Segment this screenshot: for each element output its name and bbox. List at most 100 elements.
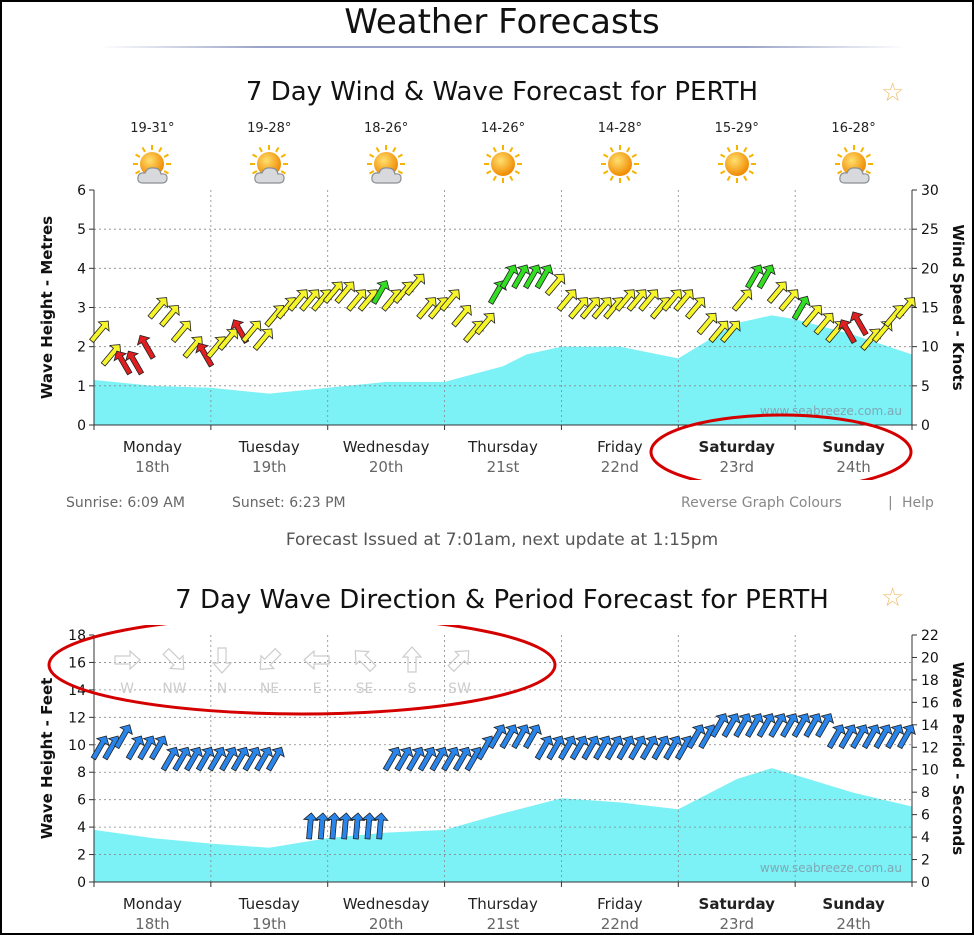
arrow-shape xyxy=(895,297,916,320)
arrow-shape xyxy=(172,746,192,772)
arrow-shape xyxy=(651,735,671,761)
arrow-shape xyxy=(382,746,402,772)
arrow-shape xyxy=(416,297,437,320)
partly-cloudy-icon xyxy=(367,145,406,184)
wind-arrow xyxy=(439,289,461,312)
sun-ray xyxy=(280,170,287,175)
arrow-shape xyxy=(733,713,753,738)
arrow-shape xyxy=(302,812,319,840)
cloud-shape xyxy=(137,167,169,184)
day-date-label: 18th xyxy=(135,458,169,476)
direction-legend-arrow xyxy=(162,647,185,670)
sun-ray xyxy=(859,147,864,153)
sun-ray xyxy=(492,175,497,181)
wave-direction-arrow xyxy=(850,724,870,750)
arrow-shape xyxy=(826,724,846,750)
arrow-shape xyxy=(616,735,636,761)
arrow-shape xyxy=(604,735,624,761)
y-tick-label: 16 xyxy=(68,655,86,671)
y2-tick-label: 20 xyxy=(921,261,939,277)
arrow-shape xyxy=(626,289,648,312)
y-tick-label: 4 xyxy=(77,261,86,277)
wind-arrow xyxy=(801,304,823,328)
arrow-shape xyxy=(791,713,811,738)
wave-direction-arrow xyxy=(780,713,799,738)
help-link[interactable]: Help xyxy=(902,495,934,511)
wind-arrow xyxy=(240,320,262,344)
arrow-shape xyxy=(195,746,215,772)
favourite-star-icon-2[interactable]: ☆ xyxy=(881,583,905,613)
wind-arrow xyxy=(534,264,554,290)
y2-tick-label: 15 xyxy=(921,301,939,317)
wave-direction-arrow xyxy=(230,746,250,772)
arrow-shape xyxy=(136,334,156,360)
arrow-shape xyxy=(219,746,239,772)
wave-direction-arrow xyxy=(663,735,683,761)
direction-legend-label: SW xyxy=(448,681,471,697)
arrow-shape xyxy=(768,713,788,738)
wind-arrow xyxy=(252,328,274,351)
sun-ray xyxy=(836,153,842,158)
day-date-label: 20th xyxy=(369,915,403,933)
wind-arrow xyxy=(684,297,706,320)
y-tick-label: 4 xyxy=(77,820,86,836)
arrow-shape xyxy=(287,289,309,312)
wave-direction-arrow xyxy=(604,735,624,761)
wave-direction-arrow xyxy=(745,713,764,738)
sun-ray xyxy=(631,170,637,175)
day-date-label: 22nd xyxy=(601,915,639,933)
arrow-shape xyxy=(534,735,554,761)
favourite-star-icon[interactable]: ☆ xyxy=(881,78,905,108)
arrow-shape xyxy=(708,320,729,344)
wind-arrow xyxy=(568,297,589,320)
sun-ray xyxy=(719,170,726,175)
arrow-shape xyxy=(558,735,577,761)
y2-axis-title: Wave Period - Seconds xyxy=(949,662,967,855)
wind-arrow xyxy=(451,304,472,328)
arrow-shape xyxy=(778,289,800,312)
direction-legend-label: W xyxy=(120,681,134,697)
day-date-label: 23rd xyxy=(719,915,754,933)
wave-direction-arrow xyxy=(558,735,577,761)
wave-direction-arrow xyxy=(815,713,835,738)
reverse-colours-link[interactable]: Reverse Graph Colours xyxy=(681,495,842,511)
arrow-shape xyxy=(474,312,496,336)
sun-disc xyxy=(724,152,749,176)
wave-direction-arrow xyxy=(721,713,741,738)
wave-direction-arrow xyxy=(452,746,472,772)
arrow-shape xyxy=(394,746,414,772)
day-name-label: Thursday xyxy=(467,438,538,456)
sun-ray xyxy=(509,147,514,153)
wave-direction-arrow xyxy=(534,735,554,761)
cloud-shape xyxy=(838,167,870,184)
wave-direction-arrow xyxy=(768,713,788,738)
arrow-shape xyxy=(803,713,823,738)
wind-arrow xyxy=(720,320,741,344)
sun-ray xyxy=(486,170,492,175)
wind-arrow xyxy=(849,311,869,337)
day-name-label: Thursday xyxy=(467,895,538,913)
cloud-shape xyxy=(254,167,285,184)
arrow-shape xyxy=(639,735,659,761)
arrow-shape xyxy=(720,320,741,344)
legend-arrow-shape xyxy=(259,647,282,670)
arrow-shape xyxy=(322,281,344,304)
day-temp: 19-31° xyxy=(130,121,175,136)
day-temp: 16-28° xyxy=(831,121,876,136)
arrow-shape xyxy=(569,735,589,761)
wave-direction-arrow xyxy=(207,746,227,772)
sun-ray xyxy=(514,170,520,175)
forecast-issued-text: Forecast Issued at 7:01am, next update a… xyxy=(285,530,719,550)
arrow-shape xyxy=(170,320,192,344)
wind-arrow xyxy=(556,289,577,312)
arrow-shape xyxy=(696,312,718,336)
wind-arrow xyxy=(838,319,857,345)
sun-ray xyxy=(748,153,754,158)
direction-legend-arrow xyxy=(447,650,470,673)
sun-ray xyxy=(726,147,731,153)
sun-ray xyxy=(748,170,754,175)
wave-direction-arrow xyxy=(195,746,215,772)
sunrise-text: Sunrise: 6:09 AM xyxy=(66,495,185,511)
arrow-shape xyxy=(137,735,157,761)
